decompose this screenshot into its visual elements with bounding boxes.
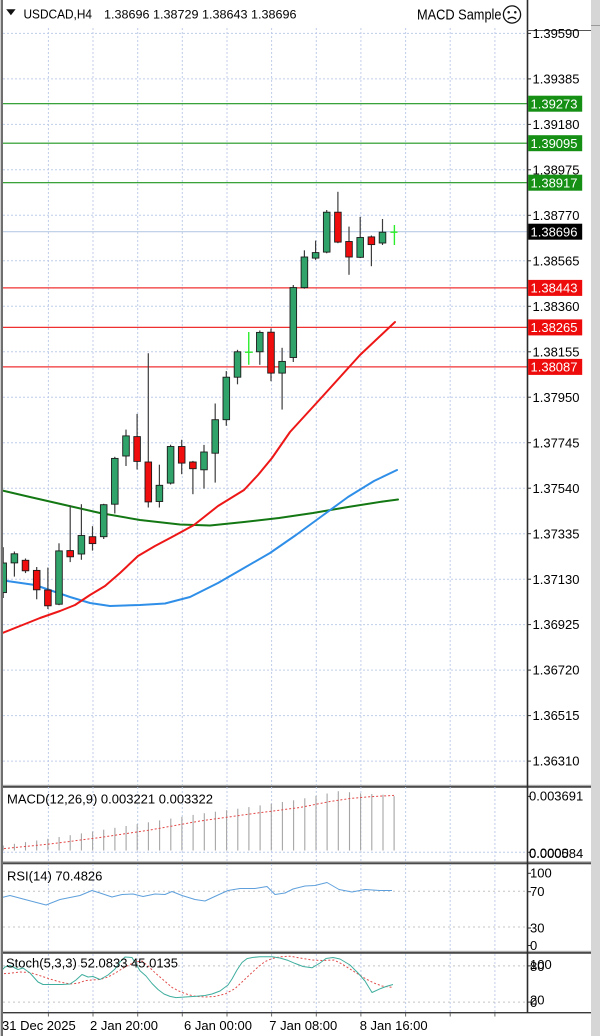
svg-text:1.37335: 1.37335 xyxy=(533,526,580,541)
svg-text:MACD Sample: MACD Sample xyxy=(417,7,502,24)
svg-text:1.38917: 1.38917 xyxy=(531,175,578,190)
svg-text:0: 0 xyxy=(530,938,537,953)
svg-text:1.38360: 1.38360 xyxy=(533,299,580,314)
svg-text:1.39273: 1.39273 xyxy=(531,96,578,111)
svg-text:1.37745: 1.37745 xyxy=(533,435,580,450)
svg-text:7 Jan 08:00: 7 Jan 08:00 xyxy=(269,1018,337,1033)
svg-text:MACD(12,26,9) 0.003221 0.00332: MACD(12,26,9) 0.003221 0.003322 xyxy=(7,792,213,807)
svg-text:1.37130: 1.37130 xyxy=(533,572,580,587)
svg-text:1.36515: 1.36515 xyxy=(533,708,580,723)
svg-text:1.38975: 1.38975 xyxy=(533,162,580,177)
svg-text:0: 0 xyxy=(530,995,537,1010)
svg-text:0.000584: 0.000584 xyxy=(529,846,583,861)
svg-text:80: 80 xyxy=(530,959,544,974)
svg-text:1.38565: 1.38565 xyxy=(533,253,580,268)
svg-text:1.36310: 1.36310 xyxy=(533,754,580,769)
svg-text:1.38265: 1.38265 xyxy=(531,320,578,335)
svg-text:1.36925: 1.36925 xyxy=(533,617,580,632)
svg-text:RSI(14) 70.4826: RSI(14) 70.4826 xyxy=(7,869,102,884)
svg-text:1.37540: 1.37540 xyxy=(533,481,580,496)
svg-text:1.38770: 1.38770 xyxy=(533,208,580,223)
svg-text:0.0000: 0.0000 xyxy=(529,845,569,860)
svg-text:1.39590: 1.39590 xyxy=(533,26,580,41)
svg-text:Stoch(5,3,3) 52.0833 45.0135: Stoch(5,3,3) 52.0833 45.0135 xyxy=(6,955,178,970)
svg-text:8 Jan 16:00: 8 Jan 16:00 xyxy=(360,1018,428,1033)
svg-text:100: 100 xyxy=(530,957,552,972)
svg-text:100: 100 xyxy=(530,866,552,881)
svg-text:1.39095: 1.39095 xyxy=(531,136,578,151)
svg-text:1.38087: 1.38087 xyxy=(531,360,578,375)
svg-text:70: 70 xyxy=(530,884,544,899)
svg-text:31 Dec 2025: 31 Dec 2025 xyxy=(2,1018,76,1033)
svg-text:USDCAD,H4: USDCAD,H4 xyxy=(24,8,93,22)
svg-text:6 Jan 00:00: 6 Jan 00:00 xyxy=(184,1018,252,1033)
svg-text:1.38696 1.38729 1.38643 1.3869: 1.38696 1.38729 1.38643 1.38696 xyxy=(104,8,297,22)
svg-text:1.38696: 1.38696 xyxy=(531,224,578,239)
svg-text:1.39180: 1.39180 xyxy=(533,117,580,132)
svg-text:1.39385: 1.39385 xyxy=(533,72,580,87)
svg-text:1.38155: 1.38155 xyxy=(533,344,580,359)
svg-text:0.003691: 0.003691 xyxy=(529,789,583,804)
svg-text:1.38443: 1.38443 xyxy=(531,281,578,296)
svg-text:1.36720: 1.36720 xyxy=(533,663,580,678)
svg-text:1.37950: 1.37950 xyxy=(533,390,580,405)
svg-text:2 Jan 20:00: 2 Jan 20:00 xyxy=(90,1018,158,1033)
svg-text:30: 30 xyxy=(530,920,544,935)
svg-text:20: 20 xyxy=(530,993,544,1008)
